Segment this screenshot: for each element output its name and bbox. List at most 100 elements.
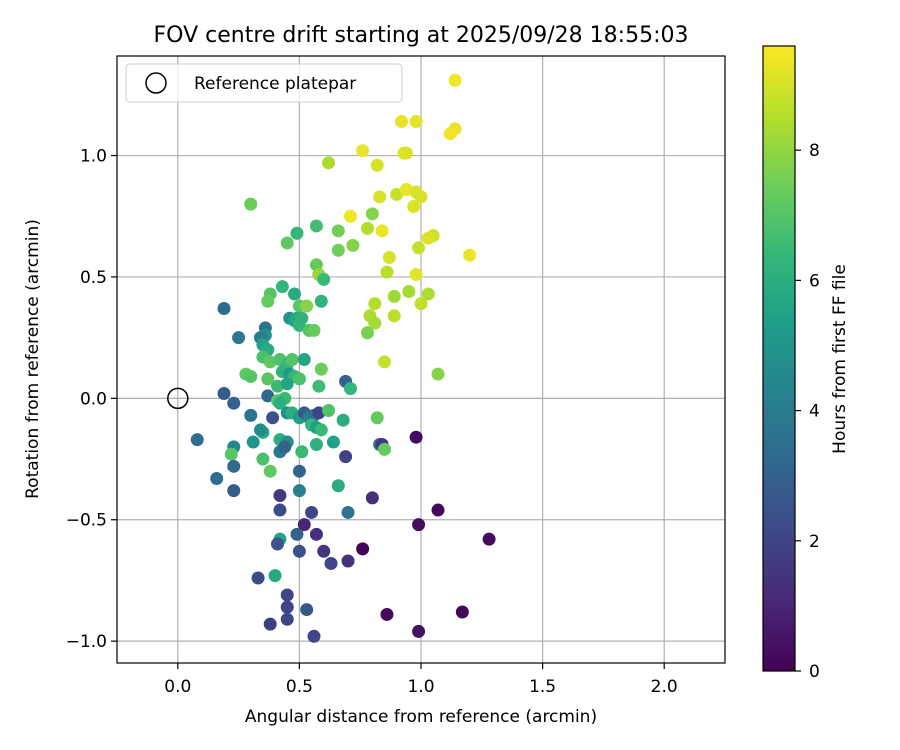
data-point [341, 505, 355, 519]
data-point [280, 600, 294, 614]
data-point [285, 353, 299, 366]
data-point [365, 207, 379, 221]
data-point [373, 190, 387, 204]
y-axis-label: Rotation from reference (arcmin) [23, 219, 43, 499]
colorbar-ticks: 0 2 4 6 8 [795, 141, 820, 682]
data-point [368, 316, 382, 330]
reference-platepar-marker [167, 387, 189, 410]
data-point [443, 127, 457, 141]
data-point [300, 603, 314, 617]
data-point [224, 447, 238, 461]
data-point [314, 294, 328, 308]
x-tick-label: 0.0 [164, 677, 191, 697]
data-point [322, 403, 336, 417]
data-point [343, 382, 357, 396]
data-point [339, 450, 353, 464]
data-point [246, 435, 260, 449]
data-point [399, 183, 413, 197]
colorbar-tick-label: 0 [809, 662, 820, 682]
colorbar: 0 2 4 6 8 Hours from first FF file [762, 45, 850, 682]
data-point [380, 607, 394, 621]
y-tick-label: 0.0 [80, 389, 107, 409]
data-point [292, 544, 306, 558]
legend-reference-marker [145, 72, 167, 94]
data-point [190, 433, 204, 447]
data-point [217, 302, 231, 316]
data-point [290, 226, 304, 240]
data-point [455, 605, 469, 619]
data-point [307, 629, 321, 643]
data-point [261, 294, 275, 308]
data-point [263, 355, 277, 369]
data-point [414, 297, 428, 311]
data-point [380, 265, 394, 279]
data-point [431, 503, 445, 517]
data-point [305, 505, 319, 519]
data-point [292, 372, 306, 386]
data-point [271, 537, 285, 551]
data-point [295, 445, 309, 459]
data-point [322, 156, 336, 170]
data-point [263, 464, 277, 478]
data-point [326, 435, 340, 449]
scatter-points [190, 73, 496, 643]
data-point [414, 190, 428, 204]
data-point [421, 231, 435, 245]
data-point [412, 624, 426, 638]
data-point [292, 464, 306, 478]
data-point [370, 411, 384, 425]
data-point [309, 527, 323, 541]
data-point [409, 430, 423, 444]
data-point [378, 355, 392, 369]
data-point [280, 612, 294, 626]
data-point [412, 241, 426, 255]
data-point [399, 146, 413, 160]
data-point [331, 243, 345, 257]
x-axis-ticks: 0.0 0.5 1.0 1.5 2.0 [164, 663, 678, 697]
data-point [407, 200, 421, 214]
data-point [227, 459, 241, 473]
data-point [244, 369, 258, 383]
data-point [463, 248, 477, 262]
data-point [395, 115, 409, 129]
data-point [368, 297, 382, 311]
legend-box [125, 63, 403, 103]
colorbar-gradient [763, 46, 795, 671]
data-point [278, 440, 292, 454]
data-point [375, 224, 389, 238]
data-point [307, 323, 321, 337]
chart-title: FOV centre drift starting at 2025/09/28 … [154, 23, 689, 48]
data-point [280, 236, 294, 250]
data-point [331, 479, 345, 493]
data-point [324, 556, 338, 570]
colorbar-frame [762, 45, 796, 672]
data-point [300, 299, 314, 313]
data-point [360, 326, 374, 340]
data-point [421, 287, 435, 301]
x-tick-label: 1.5 [529, 677, 556, 697]
data-point [365, 491, 379, 505]
data-point [256, 452, 270, 466]
y-tick-label: 0.5 [80, 268, 107, 288]
data-point [346, 238, 360, 252]
data-point [378, 442, 392, 456]
reference-marker-layer [167, 387, 189, 410]
data-point [297, 518, 311, 532]
data-point [387, 289, 401, 303]
data-point [261, 372, 275, 386]
data-point [261, 389, 275, 403]
y-tick-label: −0.5 [66, 511, 107, 531]
data-point [210, 471, 224, 485]
data-point [402, 285, 416, 299]
data-point [227, 396, 241, 410]
x-tick-label: 1.0 [407, 677, 434, 697]
data-point [268, 569, 282, 583]
data-point [409, 115, 423, 129]
data-point [288, 287, 302, 301]
x-tick-label: 2.0 [651, 677, 678, 697]
data-point [280, 588, 294, 602]
colorbar-tick-label: 8 [809, 141, 820, 161]
data-point [263, 617, 277, 631]
data-point [309, 437, 323, 451]
